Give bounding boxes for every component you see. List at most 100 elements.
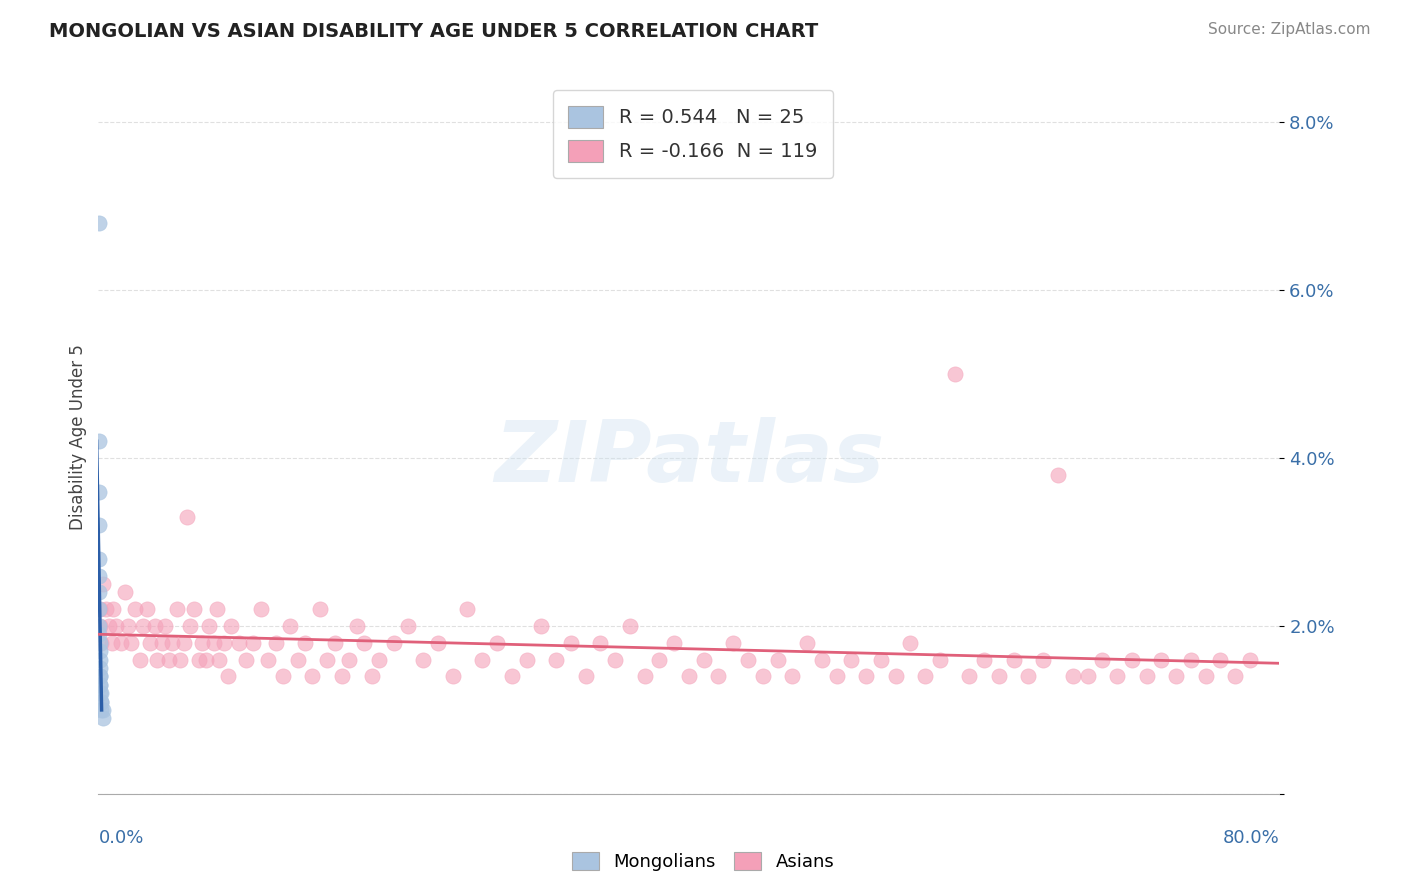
Point bbox=[146, 652, 169, 666]
Point bbox=[217, 669, 239, 683]
Point bbox=[124, 602, 146, 616]
Point bbox=[796, 636, 818, 650]
Point bbox=[208, 652, 231, 666]
Point bbox=[294, 636, 316, 650]
Point bbox=[105, 619, 128, 633]
Point bbox=[471, 652, 494, 666]
Point bbox=[1018, 669, 1040, 683]
Point bbox=[117, 619, 139, 633]
Point bbox=[91, 577, 114, 591]
Point bbox=[162, 636, 183, 650]
Point bbox=[257, 652, 280, 666]
Point bbox=[914, 669, 936, 683]
Point bbox=[339, 652, 361, 666]
Point bbox=[90, 694, 112, 708]
Point bbox=[1136, 669, 1159, 683]
Point bbox=[89, 678, 111, 692]
Point bbox=[457, 602, 479, 616]
Point bbox=[323, 636, 346, 650]
Point bbox=[287, 652, 309, 666]
Point bbox=[1195, 669, 1218, 683]
Point bbox=[242, 636, 264, 650]
Point bbox=[427, 636, 450, 650]
Point bbox=[89, 661, 111, 675]
Point bbox=[132, 619, 155, 633]
Point bbox=[1046, 467, 1070, 482]
Point bbox=[89, 644, 111, 658]
Point bbox=[90, 694, 112, 708]
Point bbox=[546, 652, 568, 666]
Point bbox=[346, 619, 368, 633]
Point bbox=[412, 652, 434, 666]
Point bbox=[368, 652, 391, 666]
Point bbox=[153, 619, 176, 633]
Point bbox=[157, 652, 180, 666]
Point bbox=[89, 686, 111, 700]
Point bbox=[89, 568, 111, 582]
Point bbox=[89, 627, 111, 641]
Point bbox=[271, 669, 294, 683]
Point bbox=[228, 636, 250, 650]
Point bbox=[634, 669, 657, 683]
Legend: Mongolians, Asians: Mongolians, Asians bbox=[565, 845, 841, 879]
Point bbox=[139, 636, 162, 650]
Point bbox=[353, 636, 375, 650]
Point bbox=[884, 669, 907, 683]
Point bbox=[664, 636, 686, 650]
Point bbox=[619, 619, 641, 633]
Point bbox=[166, 602, 188, 616]
Point bbox=[103, 602, 125, 616]
Point bbox=[90, 686, 112, 700]
Point bbox=[825, 669, 848, 683]
Point bbox=[1091, 652, 1114, 666]
Point bbox=[1225, 669, 1247, 683]
Point bbox=[89, 636, 111, 650]
Point bbox=[205, 602, 228, 616]
Point bbox=[501, 669, 523, 683]
Point bbox=[309, 602, 332, 616]
Point bbox=[89, 602, 111, 616]
Point bbox=[89, 619, 111, 633]
Point bbox=[120, 636, 142, 650]
Point bbox=[382, 636, 405, 650]
Point bbox=[737, 652, 759, 666]
Point bbox=[693, 652, 716, 666]
Point bbox=[1077, 669, 1099, 683]
Point bbox=[143, 619, 166, 633]
Point bbox=[91, 711, 114, 725]
Point bbox=[169, 652, 191, 666]
Point bbox=[589, 636, 612, 650]
Point bbox=[398, 619, 420, 633]
Point bbox=[235, 652, 257, 666]
Point bbox=[250, 602, 273, 616]
Point bbox=[89, 585, 111, 599]
Point bbox=[191, 636, 214, 650]
Y-axis label: Disability Age Under 5: Disability Age Under 5 bbox=[69, 344, 87, 530]
Point bbox=[782, 669, 804, 683]
Point bbox=[360, 669, 382, 683]
Point bbox=[114, 585, 136, 599]
Point bbox=[110, 636, 132, 650]
Point bbox=[187, 652, 209, 666]
Point bbox=[1107, 669, 1129, 683]
Point bbox=[91, 703, 114, 717]
Point bbox=[176, 509, 198, 524]
Point bbox=[766, 652, 789, 666]
Point bbox=[560, 636, 582, 650]
Point bbox=[943, 367, 966, 381]
Point bbox=[330, 669, 353, 683]
Point bbox=[89, 484, 111, 499]
Point bbox=[128, 652, 150, 666]
Point bbox=[1121, 652, 1143, 666]
Point bbox=[90, 636, 112, 650]
Text: 0.0%: 0.0% bbox=[98, 829, 143, 847]
Point bbox=[929, 652, 952, 666]
Point bbox=[183, 602, 205, 616]
Point bbox=[900, 636, 922, 650]
Point bbox=[1180, 652, 1202, 666]
Point bbox=[89, 669, 111, 683]
Point bbox=[264, 636, 287, 650]
Point bbox=[100, 636, 122, 650]
Point bbox=[89, 518, 111, 533]
Point bbox=[97, 619, 120, 633]
